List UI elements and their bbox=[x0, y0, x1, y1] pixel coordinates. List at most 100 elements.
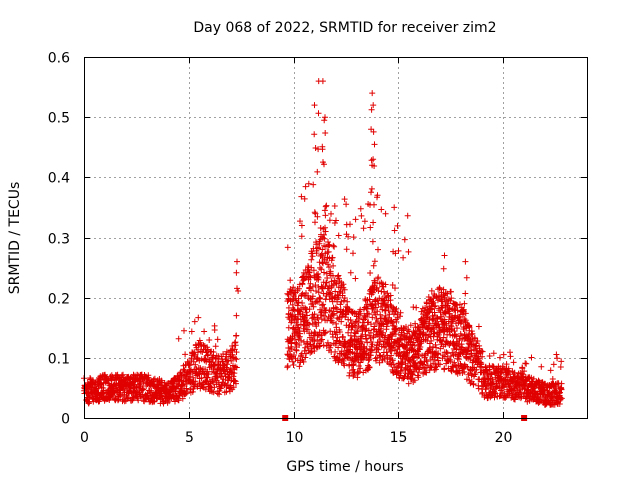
data-point bbox=[234, 285, 240, 292]
data-point bbox=[319, 143, 326, 150]
data-point bbox=[298, 233, 305, 240]
data-point bbox=[352, 324, 359, 331]
data-point bbox=[441, 353, 448, 360]
data-point bbox=[318, 266, 325, 273]
data-point bbox=[140, 386, 147, 393]
data-point bbox=[326, 242, 333, 248]
data-point bbox=[475, 355, 482, 362]
data-point bbox=[464, 364, 471, 371]
data-point bbox=[379, 306, 386, 313]
data-point bbox=[370, 102, 377, 109]
data-point bbox=[329, 311, 336, 318]
data-point bbox=[135, 397, 142, 404]
data-point bbox=[507, 353, 514, 360]
data-point bbox=[387, 292, 394, 299]
data-point bbox=[325, 248, 332, 255]
data-point bbox=[212, 343, 219, 350]
data-point bbox=[288, 346, 295, 352]
data-point bbox=[307, 274, 314, 281]
data-point bbox=[231, 377, 238, 384]
data-point bbox=[347, 317, 354, 323]
data-point bbox=[423, 358, 430, 365]
data-point bbox=[392, 285, 398, 292]
data-point bbox=[432, 302, 439, 309]
data-point bbox=[407, 322, 414, 329]
data-point bbox=[367, 352, 374, 359]
data-point bbox=[366, 356, 373, 363]
data-point bbox=[340, 334, 346, 340]
data-point bbox=[343, 246, 350, 253]
data-point bbox=[318, 316, 325, 323]
data-point bbox=[368, 185, 375, 192]
data-point bbox=[511, 369, 518, 376]
data-point bbox=[435, 350, 442, 357]
data-point bbox=[319, 253, 326, 259]
data-point bbox=[364, 339, 371, 346]
data-point bbox=[308, 256, 315, 263]
data-point bbox=[306, 321, 313, 328]
data-point bbox=[310, 303, 317, 310]
data-point bbox=[385, 307, 392, 314]
data-point bbox=[344, 298, 351, 305]
data-point bbox=[329, 319, 336, 326]
data-point bbox=[329, 254, 336, 261]
data-point bbox=[335, 275, 342, 282]
data-point bbox=[204, 352, 211, 359]
data-point bbox=[447, 353, 454, 360]
data-point bbox=[179, 395, 186, 402]
data-point bbox=[345, 329, 352, 336]
data-point bbox=[461, 316, 468, 322]
data-point bbox=[486, 353, 493, 359]
data-point bbox=[232, 355, 239, 362]
data-point bbox=[321, 117, 328, 124]
data-point bbox=[441, 252, 448, 259]
data-point bbox=[284, 244, 291, 251]
data-point bbox=[456, 356, 462, 363]
data-point bbox=[316, 238, 323, 245]
data-point bbox=[371, 258, 378, 265]
data-point bbox=[375, 274, 382, 281]
data-point bbox=[404, 212, 411, 219]
data-point bbox=[181, 327, 187, 334]
data-point bbox=[352, 216, 359, 223]
data-point bbox=[314, 213, 321, 220]
data-point bbox=[304, 326, 311, 333]
data-point bbox=[391, 204, 398, 211]
data-point bbox=[356, 368, 362, 375]
data-point bbox=[332, 288, 339, 295]
data-point bbox=[357, 205, 364, 212]
data-point bbox=[294, 302, 301, 309]
data-point bbox=[400, 254, 407, 261]
data-point bbox=[358, 212, 365, 219]
data-point bbox=[538, 363, 545, 370]
data-point bbox=[521, 368, 528, 375]
data-point bbox=[164, 384, 170, 391]
data-point bbox=[390, 342, 397, 349]
data-point bbox=[407, 375, 414, 382]
data-point bbox=[290, 284, 297, 291]
data-point bbox=[369, 346, 376, 353]
data-point bbox=[145, 374, 152, 381]
data-point bbox=[342, 340, 349, 347]
data-point bbox=[347, 221, 353, 228]
data-point bbox=[330, 262, 337, 269]
data-point bbox=[394, 311, 401, 318]
data-point bbox=[284, 351, 291, 358]
data-point bbox=[379, 320, 386, 327]
data-point bbox=[297, 330, 303, 337]
data-point bbox=[233, 380, 239, 387]
data-point bbox=[472, 343, 479, 350]
data-point bbox=[158, 379, 165, 386]
data-point bbox=[285, 304, 292, 311]
data-point bbox=[389, 357, 396, 364]
data-point bbox=[313, 250, 320, 257]
data-point bbox=[290, 362, 297, 368]
data-point bbox=[335, 344, 342, 351]
data-point bbox=[341, 295, 348, 301]
data-point bbox=[345, 233, 352, 240]
data-point bbox=[321, 313, 327, 319]
data-point bbox=[357, 365, 364, 372]
data-point bbox=[321, 235, 328, 242]
data-point bbox=[428, 337, 435, 344]
